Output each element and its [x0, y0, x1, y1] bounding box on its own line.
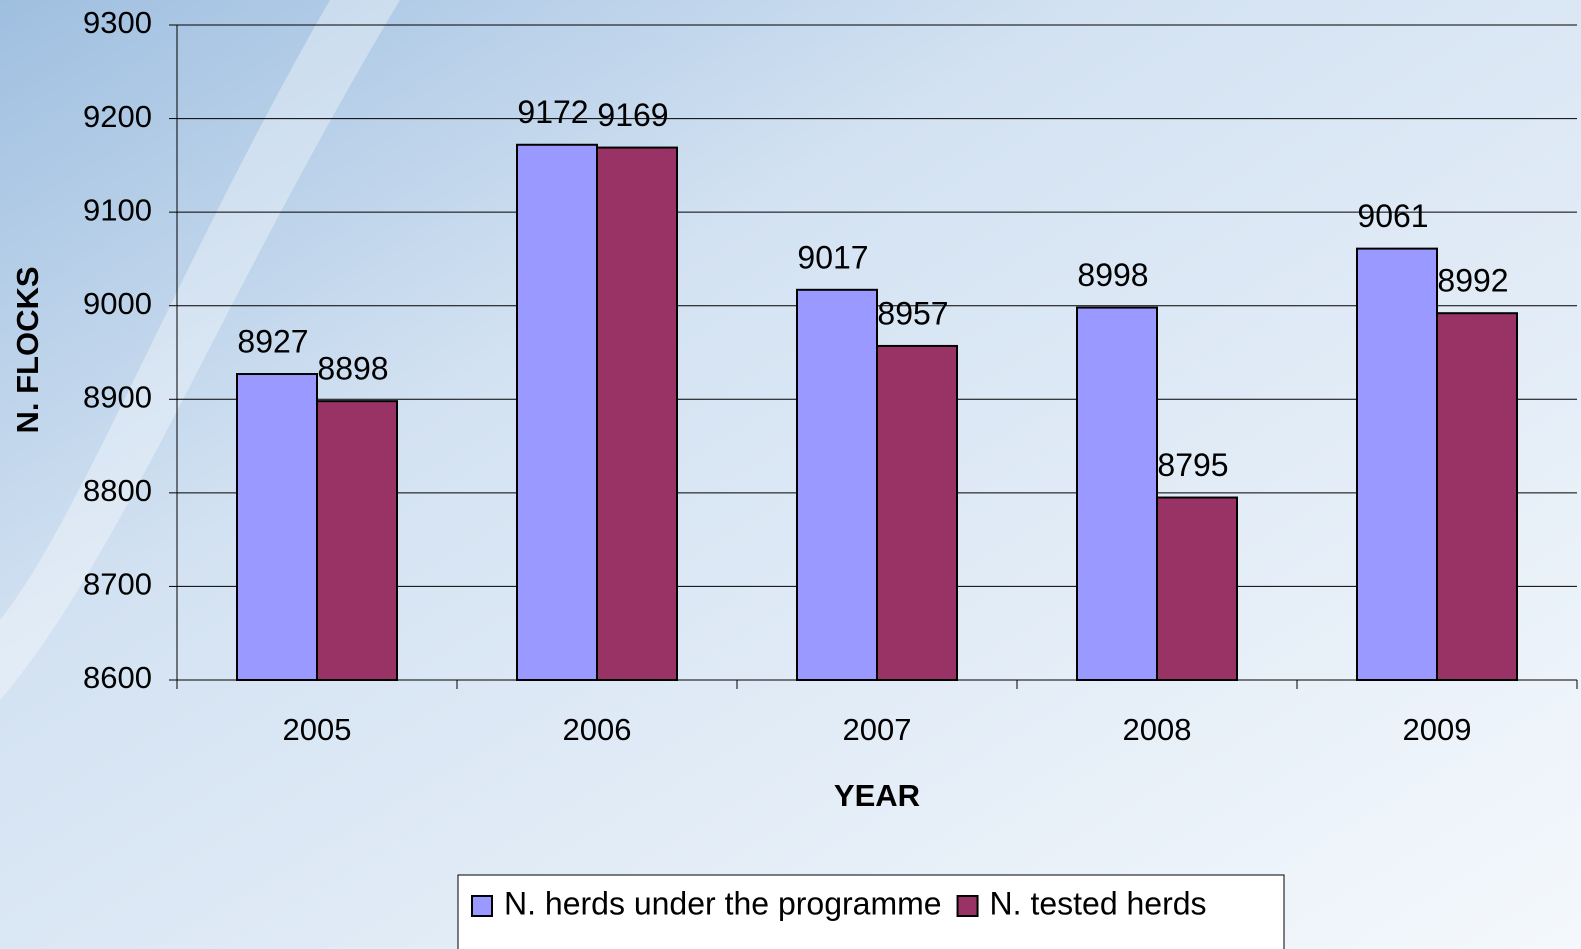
x-tick-label: 2007: [843, 712, 912, 747]
bar: [516, 143, 598, 681]
data-label: 9061: [1357, 198, 1428, 234]
y-tick-label: 9100: [83, 192, 152, 227]
bar: [1156, 496, 1238, 681]
x-axis-title: YEAR: [834, 778, 920, 813]
bar: [596, 146, 678, 682]
data-label: 8927: [237, 323, 308, 359]
y-tick-label: 9300: [83, 5, 152, 40]
y-axis-title: N. FLOCKS: [10, 266, 45, 433]
y-tick-label: 8600: [83, 660, 152, 695]
bar: [1356, 247, 1438, 681]
data-label: 8998: [1077, 257, 1148, 293]
bar: [796, 288, 878, 681]
data-label: 9169: [597, 97, 668, 133]
y-tick-label: 9200: [83, 99, 152, 134]
data-label: 8795: [1157, 447, 1228, 483]
y-tick-label: 8700: [83, 567, 152, 602]
bar: [876, 344, 958, 681]
data-label: 8957: [877, 295, 948, 331]
y-tick-label: 8900: [83, 379, 152, 414]
x-tick-label: 2009: [1403, 712, 1472, 747]
legend-label: N. tested herds: [990, 885, 1207, 921]
data-label: 8898: [317, 351, 388, 387]
bar: [236, 373, 318, 681]
legend-swatch: [471, 895, 493, 917]
y-tick-label: 8800: [83, 473, 152, 508]
x-tick-label: 2008: [1123, 712, 1192, 747]
background-swoosh: [0, 0, 400, 700]
legend-box: [457, 874, 1285, 949]
bar: [316, 400, 398, 681]
data-label: 9172: [517, 94, 588, 130]
legend-label: N. herds under the programme: [504, 885, 942, 921]
bar: [1076, 306, 1158, 681]
legend-swatch: [956, 895, 979, 917]
data-label: 9017: [797, 239, 868, 275]
x-tick-label: 2006: [563, 712, 632, 747]
bar: [1436, 312, 1518, 681]
data-label: 8992: [1437, 263, 1508, 299]
y-tick-label: 9000: [83, 286, 152, 321]
x-tick-label: 2005: [283, 712, 352, 747]
